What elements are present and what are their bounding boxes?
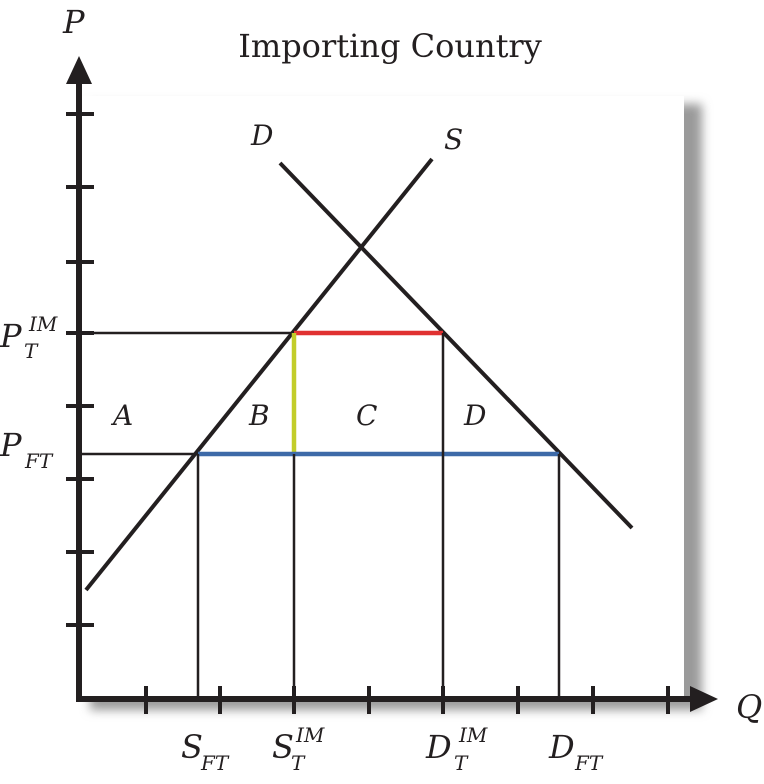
area-label-a: A [110, 399, 133, 432]
qty-label-d-t-im-main: D [425, 728, 452, 766]
qty-label-s-t-im-main: S [272, 728, 294, 766]
price-label-pt-im-sub: T [24, 339, 39, 363]
qty-label-d-t-im: D IM T [425, 723, 488, 775]
y-axis-label: P [62, 3, 85, 41]
price-label-pt-im: P IM T [0, 312, 58, 363]
area-label-d: D [463, 399, 486, 432]
qty-label-s-t-im-sub: T [291, 751, 306, 775]
price-label-pt-im-main: P [0, 317, 22, 355]
area-label-c: C [356, 399, 377, 432]
qty-label-s-ft-sub: FT [200, 751, 230, 775]
area-label-b: B [248, 399, 270, 432]
qty-label-s-t-im-sup: IM [295, 723, 325, 747]
qty-label-d-t-im-sup: IM [458, 723, 488, 747]
price-label-p-ft-main: P [0, 426, 22, 464]
diagram-title: Importing Country [238, 27, 542, 65]
y-axis-arrowhead [66, 56, 92, 84]
supply-curve [84, 157, 434, 592]
demand-curve-label: D [250, 119, 273, 152]
qty-label-d-ft-sub: FT [574, 751, 604, 775]
price-label-pt-im-sup: IM [28, 312, 58, 336]
x-axis-label: Q [736, 688, 762, 726]
x-axis-ticks [144, 686, 670, 714]
x-axis-arrowhead [690, 686, 718, 712]
price-label-p-ft-sub: FT [24, 449, 54, 473]
plot-panel [80, 96, 684, 702]
price-label-p-ft: P FT [0, 426, 54, 473]
qty-label-d-ft-main: D [548, 728, 575, 766]
qty-label-s-t-im: S IM T [272, 723, 325, 775]
qty-label-d-ft: D FT [548, 728, 604, 775]
qty-label-s-ft: S FT [181, 728, 230, 775]
supply-curve-label: S [444, 123, 463, 156]
qty-label-d-t-im-sub: T [454, 751, 469, 775]
demand-curve [278, 161, 634, 530]
qty-label-s-ft-main: S [181, 728, 203, 766]
